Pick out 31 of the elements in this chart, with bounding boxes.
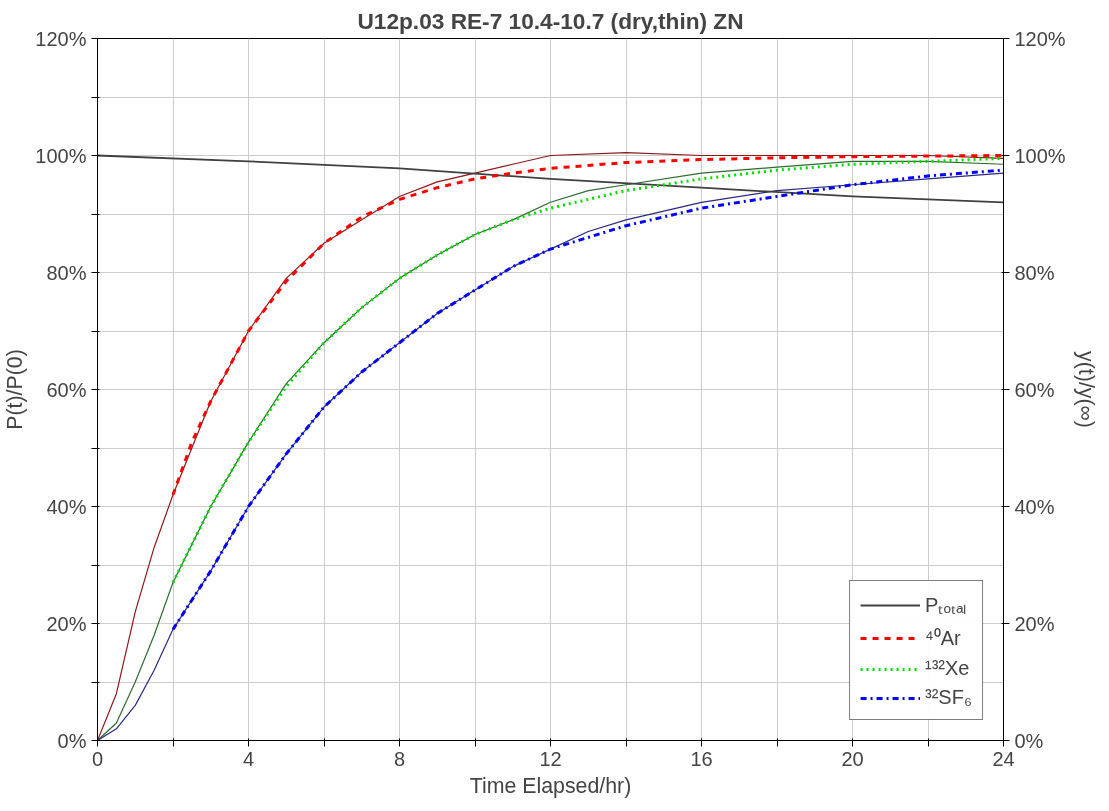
- x-tick-label: 4: [242, 747, 255, 770]
- y-tick-label: 20%: [46, 612, 87, 635]
- y-tick-label: 0%: [57, 729, 87, 752]
- legend-label: ⁴⁰Ar: [925, 626, 961, 651]
- x-tick-label: 24: [992, 747, 1015, 770]
- y2-tick-label: 20%: [1014, 612, 1055, 635]
- legend-label: ¹³²Xe: [925, 657, 970, 680]
- y-tick-label: 40%: [46, 495, 87, 518]
- y2-tick-label: 60%: [1014, 378, 1055, 401]
- x-tick-label: 8: [393, 747, 406, 770]
- y2-axis-title: y(t)/y(∞): [1073, 351, 1098, 428]
- y2-tick-label: 0%: [1014, 729, 1044, 752]
- x-tick-label: 16: [690, 747, 713, 770]
- line-series: [97, 154, 1004, 204]
- line-series: [171, 154, 1004, 497]
- y-tick-label: 60%: [46, 378, 87, 401]
- y-tick-label: 120%: [35, 27, 87, 50]
- x-axis-title: Time Elapsed/hr): [469, 773, 632, 798]
- y-tick-label: 100%: [35, 144, 87, 167]
- y2-tick-label: 40%: [1014, 495, 1055, 518]
- y-axis-title: P(t)/P(0): [3, 349, 28, 430]
- y2-tick-label: 80%: [1014, 261, 1055, 284]
- y2-tick-label: 120%: [1014, 27, 1066, 50]
- x-tick-label: 20: [841, 747, 864, 770]
- y-tick-label: 80%: [46, 261, 87, 284]
- legend-label: ³²SF₆: [925, 686, 972, 709]
- x-tick-label: 0: [91, 747, 104, 770]
- legend-label: Pₜₒₜₐₗ: [925, 593, 967, 618]
- y2-tick-label: 100%: [1014, 144, 1066, 167]
- x-tick-label: 12: [539, 747, 562, 770]
- chart-title: U12p.03 RE-7 10.4-10.7 (dry,thin) ZN: [357, 7, 744, 34]
